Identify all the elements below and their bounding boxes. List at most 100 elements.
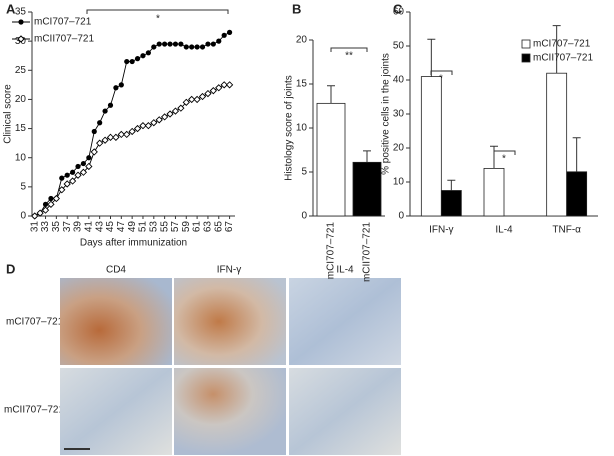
- point: [221, 32, 227, 38]
- column-label: IFN-γ: [217, 265, 241, 276]
- y-tick-label: 40: [393, 75, 405, 86]
- error-bar: [447, 179, 456, 191]
- point: [226, 29, 233, 35]
- x-tick-label: 67: [224, 221, 235, 233]
- series-line: [34, 84, 230, 217]
- point: [124, 58, 130, 65]
- x-tick-label: mCII707–721: [362, 222, 373, 282]
- micrograph: [174, 368, 286, 455]
- point: [189, 44, 195, 50]
- row-label: mCI707–721: [6, 317, 64, 328]
- point: [91, 128, 97, 135]
- bar: [352, 161, 382, 217]
- annotation: **: [345, 51, 353, 62]
- x-tick-label: 45: [105, 221, 116, 233]
- y-tick-label: 60: [393, 7, 405, 18]
- point: [74, 171, 82, 179]
- y-tick-label: 50: [393, 41, 405, 52]
- point: [139, 122, 147, 130]
- point: [85, 162, 93, 171]
- point: [31, 212, 39, 220]
- error-bar: [363, 150, 371, 163]
- point: [107, 102, 114, 108]
- x-axis-label: Days after immunization: [80, 238, 187, 249]
- x-tick-label: 39: [73, 221, 84, 233]
- legend-label: mCI707–721: [533, 39, 591, 50]
- y-tick-label: 5: [301, 167, 307, 178]
- point: [68, 177, 77, 185]
- point: [36, 209, 44, 217]
- point: [47, 200, 55, 208]
- error-bar: [552, 25, 561, 74]
- error-bar: [572, 137, 581, 172]
- y-axis-label: Histology score of joints: [284, 75, 295, 181]
- point: [70, 169, 76, 175]
- point: [171, 107, 180, 115]
- point: [133, 124, 142, 133]
- point: [134, 56, 141, 62]
- x-tick-label: 53: [148, 221, 159, 233]
- y-tick-label: 20: [393, 143, 405, 154]
- point: [52, 194, 60, 203]
- bar: [316, 102, 346, 217]
- y-tick-label: 35: [15, 7, 27, 18]
- panel-label: C: [393, 1, 403, 16]
- x-tick-label: mCI707–721: [326, 222, 337, 280]
- point: [79, 168, 88, 176]
- annotation: *: [502, 154, 506, 165]
- x-tick-label: 61: [192, 221, 203, 233]
- x-tick-label: 59: [181, 221, 192, 233]
- significance-bracket: [86, 9, 229, 14]
- y-tick-label: 15: [15, 123, 27, 134]
- point: [216, 38, 222, 44]
- point: [225, 81, 234, 89]
- point: [42, 201, 49, 207]
- x-tick-label: TNF-α: [552, 225, 581, 236]
- panel-label: D: [6, 261, 15, 276]
- micrograph: [60, 368, 172, 455]
- y-tick-label: 0: [398, 211, 404, 222]
- micrograph: [289, 368, 401, 455]
- point: [205, 41, 211, 47]
- point: [188, 95, 196, 104]
- error-bar: [327, 85, 335, 104]
- point: [215, 84, 223, 92]
- point: [160, 113, 169, 121]
- point: [123, 130, 131, 139]
- point: [129, 58, 135, 65]
- x-tick-label: IFN-γ: [429, 225, 453, 236]
- y-tick-label: 20: [15, 94, 27, 105]
- x-tick-label: 35: [51, 221, 62, 233]
- point: [193, 95, 201, 104]
- x-tick-label: 51: [138, 221, 149, 233]
- point: [144, 122, 153, 130]
- point: [118, 82, 124, 88]
- legend-label: mCII707–721: [533, 53, 593, 64]
- x-tick-label: 37: [62, 221, 73, 233]
- point: [97, 120, 103, 126]
- significance-bracket: [330, 47, 368, 52]
- bar: [566, 171, 588, 217]
- error-bar: [427, 38, 436, 77]
- point: [177, 104, 185, 112]
- error-bar: [490, 145, 498, 169]
- point: [48, 195, 54, 202]
- x-tick-label: 65: [213, 221, 224, 233]
- x-tick-label: 33: [40, 221, 51, 233]
- point: [140, 53, 146, 59]
- point: [151, 44, 157, 50]
- y-tick-label: 5: [20, 181, 26, 192]
- point: [63, 180, 71, 188]
- point: [198, 92, 207, 101]
- y-tick-label: 10: [393, 177, 405, 188]
- point: [172, 41, 179, 47]
- row-label: mCII707–721: [4, 405, 64, 416]
- point: [204, 89, 212, 98]
- point: [183, 44, 189, 50]
- point: [128, 127, 136, 136]
- point: [86, 155, 92, 161]
- y-tick-label: 20: [296, 35, 308, 46]
- legend-label: mCI707–721: [34, 17, 92, 28]
- x-tick-label: 63: [203, 221, 214, 233]
